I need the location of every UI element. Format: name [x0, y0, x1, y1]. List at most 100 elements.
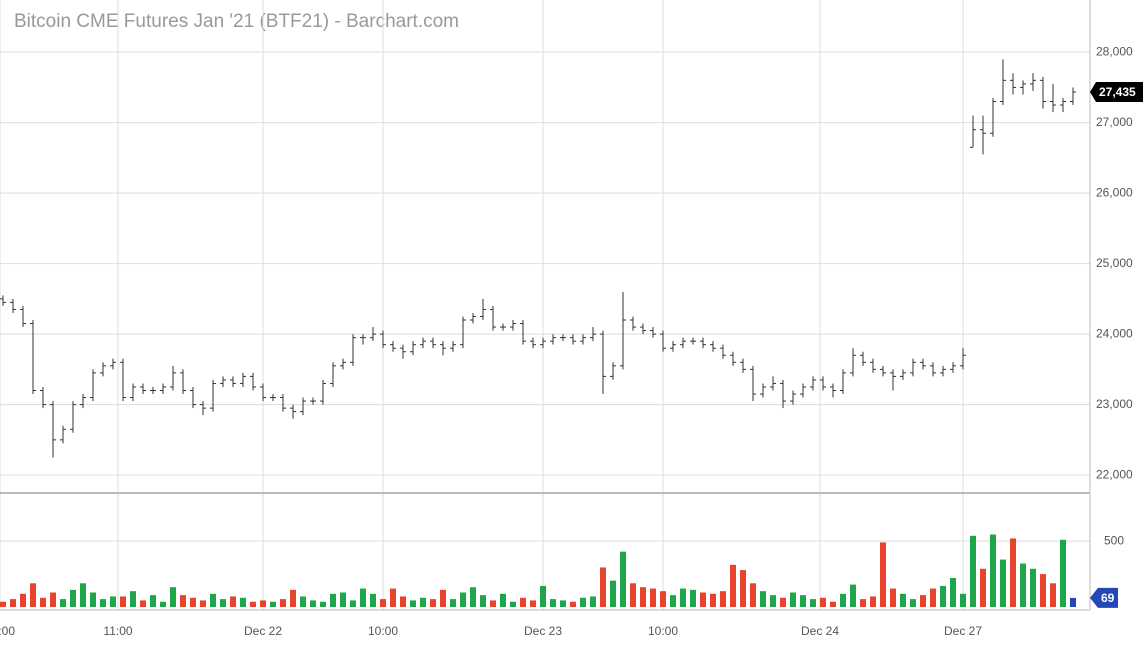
volume-bar — [490, 600, 496, 607]
volume-bar — [380, 599, 386, 607]
volume-bar — [890, 588, 896, 607]
volume-bar — [280, 599, 286, 607]
volume-bar — [710, 593, 716, 607]
volume-bar — [340, 592, 346, 607]
volume-bar — [840, 593, 846, 607]
volume-bar — [1050, 583, 1056, 607]
volume-bar — [660, 591, 666, 607]
y-tick-label: 25,000 — [1096, 256, 1133, 270]
volume-bar — [850, 584, 856, 607]
volume-bar — [510, 601, 516, 607]
volume-bar — [160, 601, 166, 607]
volume-bar — [860, 599, 866, 607]
volume-bar — [250, 601, 256, 607]
volume-bar — [440, 589, 446, 607]
volume-bar — [20, 593, 26, 607]
volume-bar — [650, 588, 656, 607]
y-tick-label: 22,000 — [1096, 467, 1133, 481]
y-tick-label: 27,000 — [1096, 115, 1133, 129]
x-tick-label: Dec 23 — [524, 624, 562, 638]
volume-bar — [460, 592, 466, 607]
volume-bar — [880, 542, 886, 607]
x-tick-label: Dec 24 — [801, 624, 839, 638]
volume-bar — [520, 597, 526, 607]
volume-bar — [910, 599, 916, 607]
volume-bar — [730, 564, 736, 607]
volume-bar — [640, 587, 646, 607]
volume-bar — [60, 599, 66, 607]
volume-bar — [0, 601, 6, 607]
volume-bar — [390, 588, 396, 607]
y-tick-label: 28,000 — [1096, 44, 1133, 58]
y-tick-label: 26,000 — [1096, 185, 1133, 199]
last-price-label: 27,435 — [1099, 85, 1136, 99]
volume-bar — [290, 589, 296, 607]
volume-bar — [80, 583, 86, 607]
volume-bar — [620, 551, 626, 607]
volume-bar — [530, 600, 536, 607]
y-tick-label: 24,000 — [1096, 326, 1133, 340]
y-tick-label: 500 — [1104, 533, 1124, 547]
volume-bar — [310, 600, 316, 607]
volume-bar — [900, 593, 906, 607]
volume-bar — [120, 596, 126, 607]
volume-bar — [820, 597, 826, 607]
volume-bar — [470, 587, 476, 607]
volume-bar — [1060, 539, 1066, 607]
volume-bar — [800, 595, 806, 607]
volume-bar — [610, 580, 616, 607]
volume-bar — [450, 599, 456, 607]
volume-bar — [1020, 563, 1026, 607]
x-tick-label: 11:00 — [103, 624, 132, 638]
volume-bar — [40, 597, 46, 607]
volume-bar — [1070, 597, 1076, 607]
volume-bar — [140, 600, 146, 607]
volume-bar — [350, 600, 356, 607]
volume-bar — [930, 588, 936, 607]
volume-bar — [970, 535, 976, 607]
volume-bar — [790, 592, 796, 607]
volume-bar — [560, 600, 566, 607]
volume-bar — [680, 588, 686, 607]
volume-bar — [90, 592, 96, 607]
volume-bar — [740, 570, 746, 607]
volume-bar — [70, 589, 76, 607]
volume-bar — [870, 596, 876, 607]
volume-bar — [210, 593, 216, 607]
volume-bar — [420, 597, 426, 607]
volume-bar — [990, 534, 996, 607]
volume-bar — [130, 591, 136, 607]
volume-bar — [410, 600, 416, 607]
volume-bar — [400, 596, 406, 607]
volume-bar — [940, 585, 946, 607]
volume-bar — [980, 568, 986, 607]
volume-bar — [540, 585, 546, 607]
volume-bar — [320, 601, 326, 607]
volume-bar — [430, 599, 436, 607]
volume-bar — [240, 597, 246, 607]
volume-bar — [190, 597, 196, 607]
x-tick-label: 10:00 — [368, 624, 398, 638]
x-tick-label: Dec 22 — [244, 624, 282, 638]
volume-bar — [780, 597, 786, 607]
volume-bar — [270, 601, 276, 607]
volume-bar — [590, 596, 596, 607]
volume-bar — [670, 595, 676, 607]
volume-bar — [830, 601, 836, 607]
volume-bar — [30, 583, 36, 607]
volume-bar — [700, 592, 706, 607]
volume-bar — [480, 595, 486, 607]
volume-bar — [200, 600, 206, 607]
volume-bar — [10, 599, 16, 607]
volume-bar — [360, 588, 366, 607]
volume-bar — [1000, 559, 1006, 607]
chart-title: Bitcoin CME Futures Jan '21 (BTF21) - Ba… — [14, 11, 459, 32]
volume-bar — [570, 601, 576, 607]
x-tick-label: 10:00 — [0, 624, 15, 638]
last-volume-label: 69 — [1101, 591, 1115, 605]
volume-bar — [180, 595, 186, 607]
volume-bar — [110, 596, 116, 607]
volume-bar — [550, 599, 556, 607]
